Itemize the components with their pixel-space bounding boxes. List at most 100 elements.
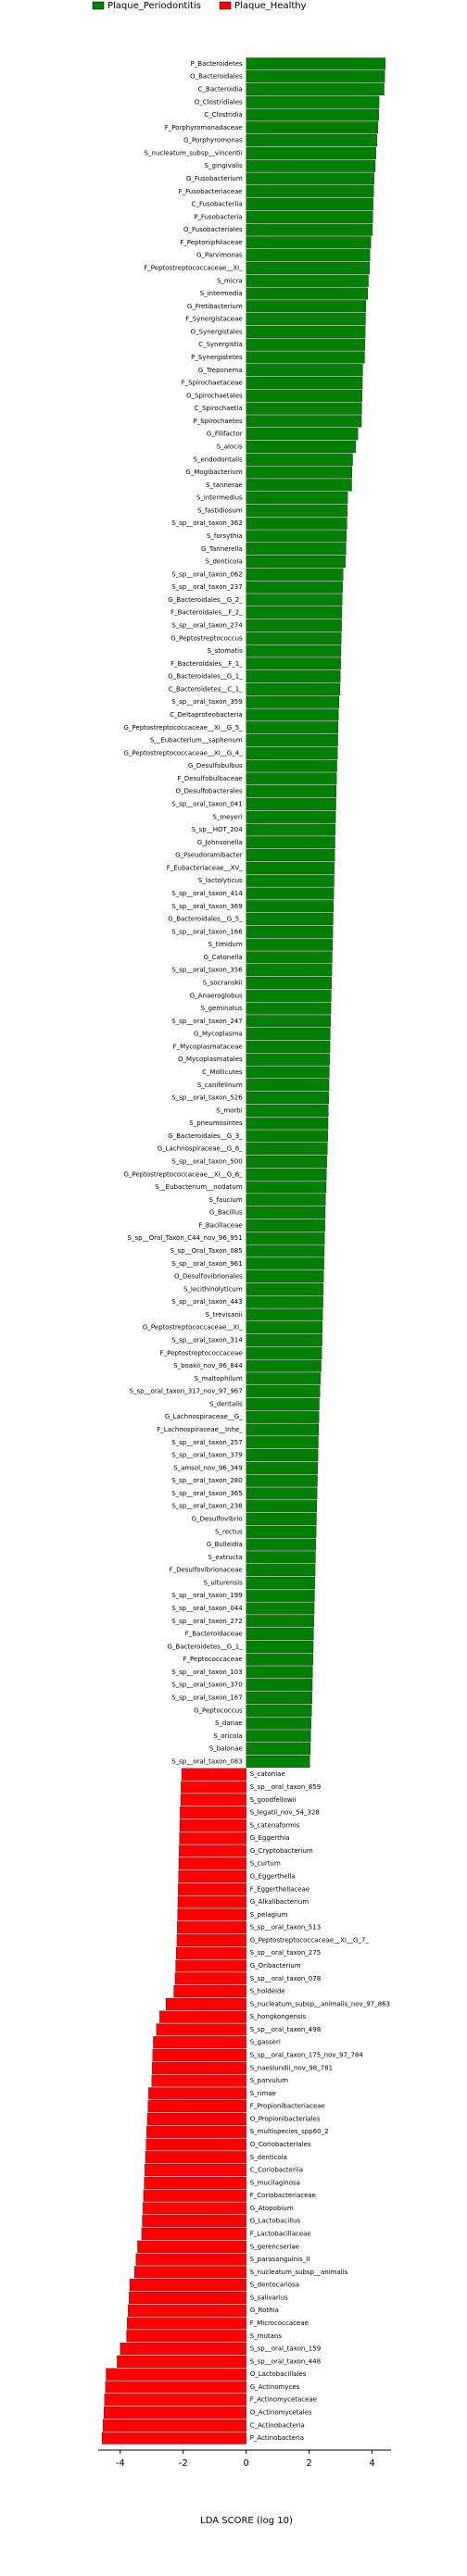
bar-label: P_Fusobacteria (194, 213, 242, 220)
bar (179, 1819, 246, 1832)
bar-label: O_Synergistales (191, 328, 243, 335)
bar (246, 1219, 325, 1232)
bar-label: S_alocis (217, 443, 243, 450)
bar (180, 1807, 246, 1819)
bar (246, 108, 379, 121)
bar (246, 938, 333, 951)
bar-label: O_Coriobacteriales (250, 2141, 311, 2148)
bar (102, 2419, 246, 2432)
bar (137, 2240, 246, 2253)
bar-label: S_mutans (250, 2332, 283, 2340)
bar-label: G_Oribacterium (250, 1962, 301, 1970)
bar (178, 1869, 246, 1883)
bar-label: S_morbi (216, 1107, 242, 1114)
bar (246, 1628, 314, 1641)
bar-label: S_sp__oral_taxon_379 (171, 1452, 242, 1459)
bar (173, 1985, 246, 1998)
bar (177, 1895, 246, 1908)
bar (246, 210, 373, 223)
bar-label: G_Alkalibacterium (250, 1898, 309, 1906)
bar-label: S_catoniae (250, 1770, 285, 1778)
bar-label: S_sp__oral_taxon_274 (171, 621, 243, 629)
bar (129, 2279, 246, 2292)
bar (246, 287, 369, 300)
bar-label: C_Bacteroidetes__C_1_ (169, 685, 244, 693)
bar (246, 1538, 316, 1551)
bar (148, 2087, 246, 2100)
bar (246, 1512, 317, 1526)
bar-label: S_sp__oral_taxon_175_nov_97_784 (250, 2052, 364, 2059)
bar-label: S_sp__oral_taxon_166 (171, 928, 243, 935)
bar-label: S_lactolyticus (198, 877, 243, 884)
bar-label: G_Atopobium (250, 2205, 294, 2212)
bar (126, 2330, 246, 2343)
bar-label: S_sp__oral_taxon_238 (171, 1503, 242, 1510)
bar-label: S_faucium (209, 1196, 243, 1204)
bar (147, 2100, 246, 2113)
bar-label: S_sp__oral_taxon_498 (250, 2026, 321, 2033)
bar-label: S_sp__oral_taxon_317_nov_97_967 (130, 1388, 243, 1395)
bar-label: S_rectus (215, 1528, 243, 1535)
bar (246, 300, 366, 313)
bar-label: F_Peptococcaceae (183, 1656, 243, 1663)
bar (246, 823, 336, 836)
bar-label: S_extructa (208, 1554, 242, 1561)
bar (246, 1155, 327, 1169)
bar (246, 1640, 314, 1653)
x-axis-label: LDA SCORE (log 10) (200, 2516, 293, 2526)
bar (179, 1844, 246, 1857)
bar (246, 1436, 319, 1449)
bar (246, 1602, 315, 1615)
bar-label: S_maltophilum (195, 1375, 243, 1382)
bar (246, 197, 373, 211)
bar-label: F_Desulfobulbaceae (177, 775, 242, 782)
bar-label: S_sp__oral_taxon_272 (171, 1618, 242, 1625)
bar (246, 594, 343, 606)
bar (103, 2406, 246, 2420)
bar (246, 530, 347, 543)
bar-label: S_timidum (208, 941, 243, 948)
bar-label: S_stomatis (208, 647, 243, 655)
bar-label: F_Lactobacillaceae (250, 2231, 311, 2238)
bar (246, 364, 363, 377)
bar-label: O_Bacteroidales (190, 73, 243, 81)
bar (151, 2074, 246, 2087)
bar (246, 440, 357, 454)
bar (246, 874, 334, 887)
bar-label: F_Actinomycetaceae (250, 2396, 317, 2404)
bar-label: O_Desulfobacterales (176, 788, 244, 795)
bar (246, 1704, 312, 1717)
bar (246, 249, 371, 262)
bar (246, 670, 341, 683)
bar-label: S_dentalis (209, 1400, 243, 1407)
bar-label: P_Actinobacteria (250, 2434, 304, 2442)
bar (246, 517, 347, 530)
bar-label: S_sp__Oral_Taxon_C44_nov_96_951 (128, 1234, 243, 1242)
bar (141, 2227, 246, 2241)
bar-label: G_Bacteroidetes__G_1_ (167, 1643, 243, 1650)
bar-label: S_sp__oral_taxon_159 (250, 2345, 321, 2353)
bar-label: G_Peptostreptococcaceae__XI__G_7_ (250, 1936, 370, 1944)
bar (246, 1487, 318, 1500)
x-tick-label: -2 (179, 2458, 188, 2469)
bar (246, 887, 334, 900)
bar-label: S_denticola (206, 558, 243, 566)
bar (181, 1768, 246, 1781)
bar (246, 1270, 324, 1283)
bar (246, 849, 335, 862)
bar-label: S_sp__oral_taxon_247 (171, 1018, 242, 1025)
bar (246, 466, 353, 479)
bar-label: S_sp__oral_taxon_859 (250, 1783, 321, 1791)
x-tick-label: 4 (369, 2458, 374, 2469)
bar-label: F_Micrococcaceae (250, 2320, 309, 2327)
bar-label: S_gingivalis (205, 162, 243, 169)
bar (246, 1168, 327, 1181)
bar (246, 1207, 326, 1219)
bar-label: F_Peptostreptococcaceae__XI_ (144, 264, 243, 271)
bar-label: G_Peptostreptococcaceae__XI__G_6_ (124, 1170, 244, 1178)
bar (246, 185, 374, 198)
bar-label: G_Rothia (250, 2307, 279, 2314)
bar (246, 900, 334, 913)
bar (246, 1092, 329, 1105)
bar-label: S_endodontalis (194, 456, 243, 463)
